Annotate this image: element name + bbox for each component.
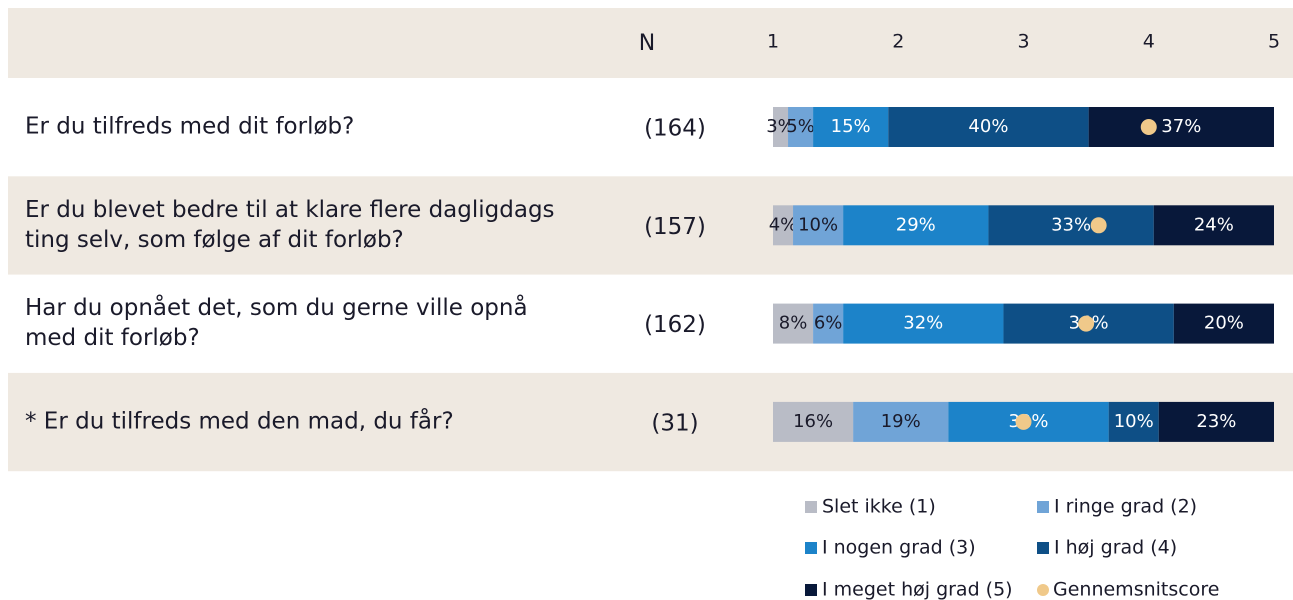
bar-segment — [988, 205, 1154, 246]
bar-segment — [773, 401, 854, 442]
value-label: 20% — [1204, 313, 1244, 334]
legend-label: I meget høj grad (5) — [822, 579, 1013, 600]
bar-segment — [1153, 205, 1274, 246]
n-label: (162) — [644, 312, 706, 338]
value-label: 40% — [968, 116, 1008, 137]
value-label: 15% — [831, 116, 871, 137]
x-tick-label: 1 — [767, 31, 779, 53]
bar-segment — [793, 205, 844, 246]
value-label: 10% — [798, 214, 838, 235]
legend-label: I høj grad (4) — [1054, 537, 1177, 559]
n-label: (157) — [644, 214, 706, 240]
bar-segment — [853, 401, 949, 442]
value-label: 29% — [896, 214, 936, 235]
bar-segment — [1108, 401, 1159, 442]
legend-swatch — [805, 584, 817, 596]
value-label: 23% — [1196, 411, 1236, 432]
bar-segment — [773, 303, 814, 344]
x-tick-label: 3 — [1017, 31, 1029, 53]
mean-dot — [1015, 413, 1032, 430]
legend-swatch — [1037, 584, 1049, 596]
value-label: 4% — [769, 214, 798, 235]
bar-segment — [813, 303, 844, 344]
mean-dot — [1090, 217, 1107, 234]
value-label: 16% — [793, 411, 833, 432]
mean-dot — [1140, 119, 1157, 135]
legend-swatch — [805, 542, 817, 554]
n-header: N — [639, 31, 655, 56]
mean-dot — [1078, 315, 1095, 332]
header-band — [8, 8, 1293, 78]
bar-segment — [843, 303, 1004, 344]
n-label: (31) — [651, 410, 698, 436]
bar-segment — [888, 107, 1089, 147]
x-tick-label: 5 — [1268, 31, 1280, 53]
bar-segment — [813, 107, 889, 147]
question: Er du blevet bedre til at klare flere da… — [25, 197, 555, 223]
legend-label: Slet ikke (1) — [822, 496, 936, 518]
bar-segment — [1173, 303, 1274, 344]
x-tick-label: 2 — [892, 31, 904, 53]
question: med dit forløb? — [25, 325, 200, 351]
value-label: 5% — [786, 116, 815, 137]
value-label: 19% — [881, 411, 921, 432]
question: ting selv, som følge af dit forløb? — [25, 227, 404, 253]
n-label: (164) — [644, 116, 706, 142]
bar-segment — [1088, 107, 1274, 147]
bar-segment — [843, 205, 989, 246]
legend-label: Gennemsnitscore — [1053, 579, 1219, 600]
value-label: 10% — [1114, 411, 1154, 432]
value-label: 3% — [766, 116, 795, 137]
value-label: 8% — [779, 313, 808, 334]
legend-label: I nogen grad (3) — [822, 537, 976, 559]
value-label: 6% — [814, 313, 843, 334]
legend-swatch — [1037, 542, 1049, 554]
question: Har du opnået det, som du gerne ville op… — [25, 293, 528, 321]
bar-segment — [773, 107, 789, 147]
value-label: 32% — [903, 313, 943, 334]
value-label: 24% — [1194, 214, 1234, 235]
bar-segment — [788, 107, 814, 147]
legend-label: I ringe grad (2) — [1054, 496, 1197, 518]
legend-swatch — [1037, 501, 1049, 513]
bar-segment — [773, 205, 794, 246]
legend-swatch — [805, 501, 817, 513]
value-label: 33% — [1051, 214, 1091, 235]
question: * Er du tilfreds med den mad, du får? — [25, 406, 454, 434]
x-tick-label: 4 — [1143, 31, 1155, 53]
question: Er du tilfreds med dit forløb? — [25, 114, 354, 140]
bar-segment — [1158, 401, 1274, 442]
value-label: 37% — [1161, 116, 1201, 137]
